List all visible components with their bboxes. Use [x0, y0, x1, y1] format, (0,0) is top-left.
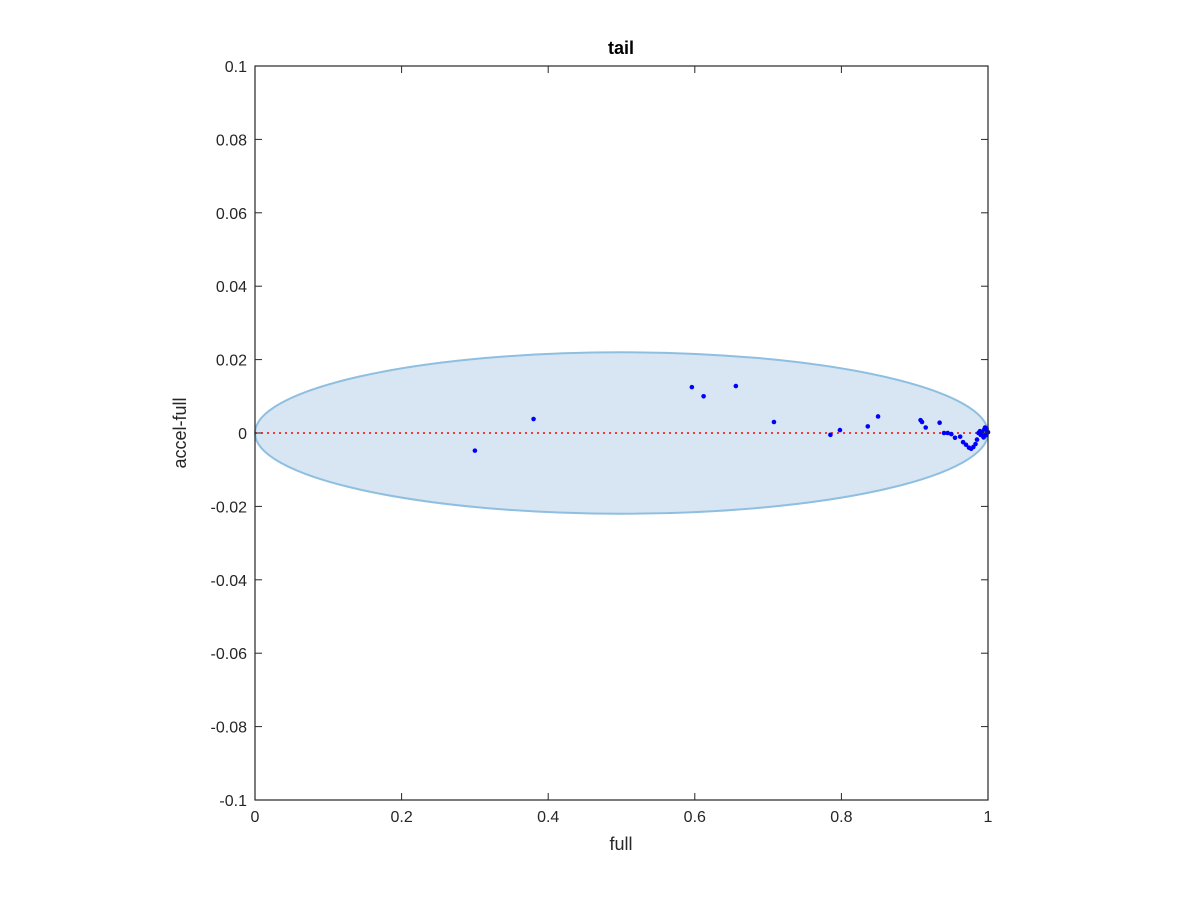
data-point [963, 442, 969, 448]
data-point [875, 414, 881, 419]
y-tick-label: -0.06 [211, 646, 248, 663]
data-point [837, 427, 843, 433]
data-point [531, 416, 536, 422]
x-tick-label: 0.4 [537, 809, 559, 826]
y-tick-label: -0.1 [219, 793, 247, 810]
data-point [689, 384, 695, 390]
data-point [923, 425, 928, 430]
data-point [937, 420, 942, 426]
x-tick-label: 0.8 [830, 809, 852, 826]
data-point [980, 433, 986, 439]
data-point [865, 424, 871, 429]
y-tick-label: 0.08 [216, 132, 247, 149]
y-tick-label: 0.02 [216, 353, 247, 370]
y-tick-label: -0.04 [211, 573, 248, 590]
data-point [701, 394, 706, 399]
plot-area: 0 0.2 0.4 0.6 0.8 1 -0.1 -0.08 -0.06 -0.04 -0.02 0 0… [211, 59, 993, 826]
data-point [828, 432, 833, 438]
data-point [941, 430, 947, 436]
data-point [949, 431, 954, 437]
data-point [945, 430, 950, 436]
x-tick-label: 0 [251, 809, 260, 826]
y-tick-label: 0.04 [216, 279, 247, 296]
data-point [472, 448, 478, 453]
y-tick-label: -0.02 [211, 499, 248, 516]
data-point [974, 437, 980, 442]
data-point [919, 419, 925, 425]
y-tick-label: 0.1 [225, 59, 247, 76]
y-tick-label: 0.06 [216, 206, 247, 223]
data-point [952, 435, 958, 441]
x-axis-label: full [609, 834, 632, 854]
y-axis-label: accel-full [170, 397, 190, 468]
data-point [733, 383, 739, 389]
x-tick-label: 1 [984, 809, 993, 826]
x-tick-label: 0.2 [390, 809, 412, 826]
data-point [973, 441, 978, 447]
data-point [957, 434, 963, 439]
data-point [771, 419, 777, 425]
y-tick-label: 0 [238, 426, 247, 443]
chart-title: tail [608, 38, 634, 58]
y-tick-label: -0.08 [211, 720, 248, 737]
x-tick-label: 0.6 [684, 809, 706, 826]
